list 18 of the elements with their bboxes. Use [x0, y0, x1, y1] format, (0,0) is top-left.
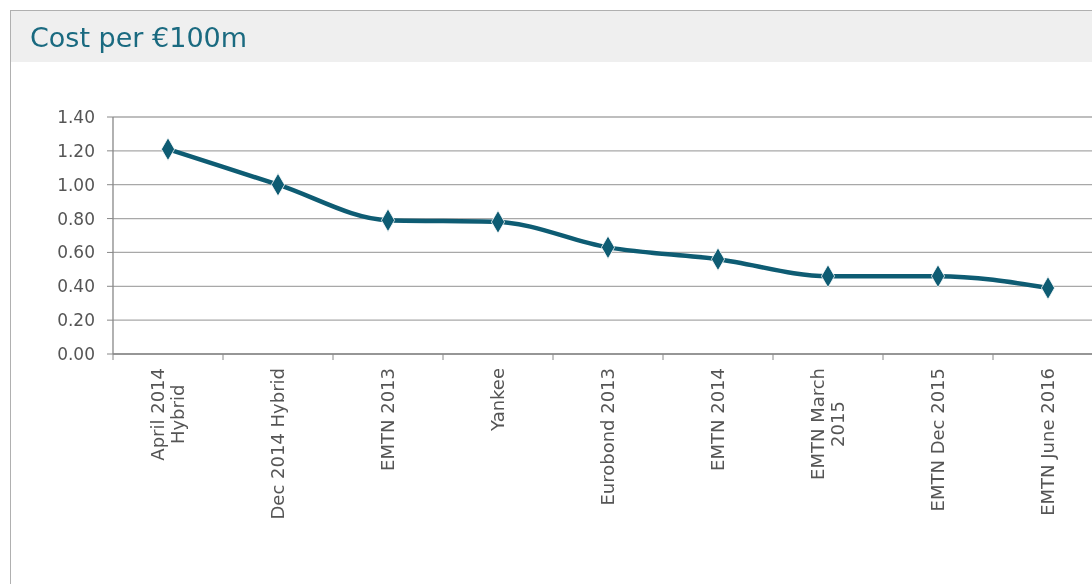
x-tick-label: EMTN June 2016 — [1037, 367, 1059, 516]
y-tick-label: 0.40 — [57, 276, 95, 297]
y-tick-label: 1.40 — [57, 106, 95, 127]
x-tick-label: EMTN Dec 2015 — [927, 368, 949, 512]
x-tick-label: EMTN 2013 — [377, 367, 399, 471]
x-tick-label: Dec 2014 Hybrid — [267, 368, 289, 520]
y-tick-label: 0.00 — [57, 343, 95, 364]
y-tick-label: 0.80 — [57, 208, 95, 229]
y-tick-label: 1.20 — [57, 140, 95, 161]
x-tick-label: EMTN 2014 — [707, 367, 729, 471]
x-tick-label: EMTN March 2015 — [807, 367, 849, 480]
y-tick-label: 1.00 — [57, 174, 95, 195]
x-tick-label: April 2014 Hybrid — [147, 368, 189, 461]
x-tick-label: Eurobond 2013 — [597, 368, 619, 506]
y-tick-label: 0.20 — [57, 310, 95, 331]
chart-title: Cost per €100m — [30, 22, 248, 53]
y-tick-label: 0.60 — [57, 242, 95, 263]
x-tick-label: Yankee — [487, 368, 509, 432]
